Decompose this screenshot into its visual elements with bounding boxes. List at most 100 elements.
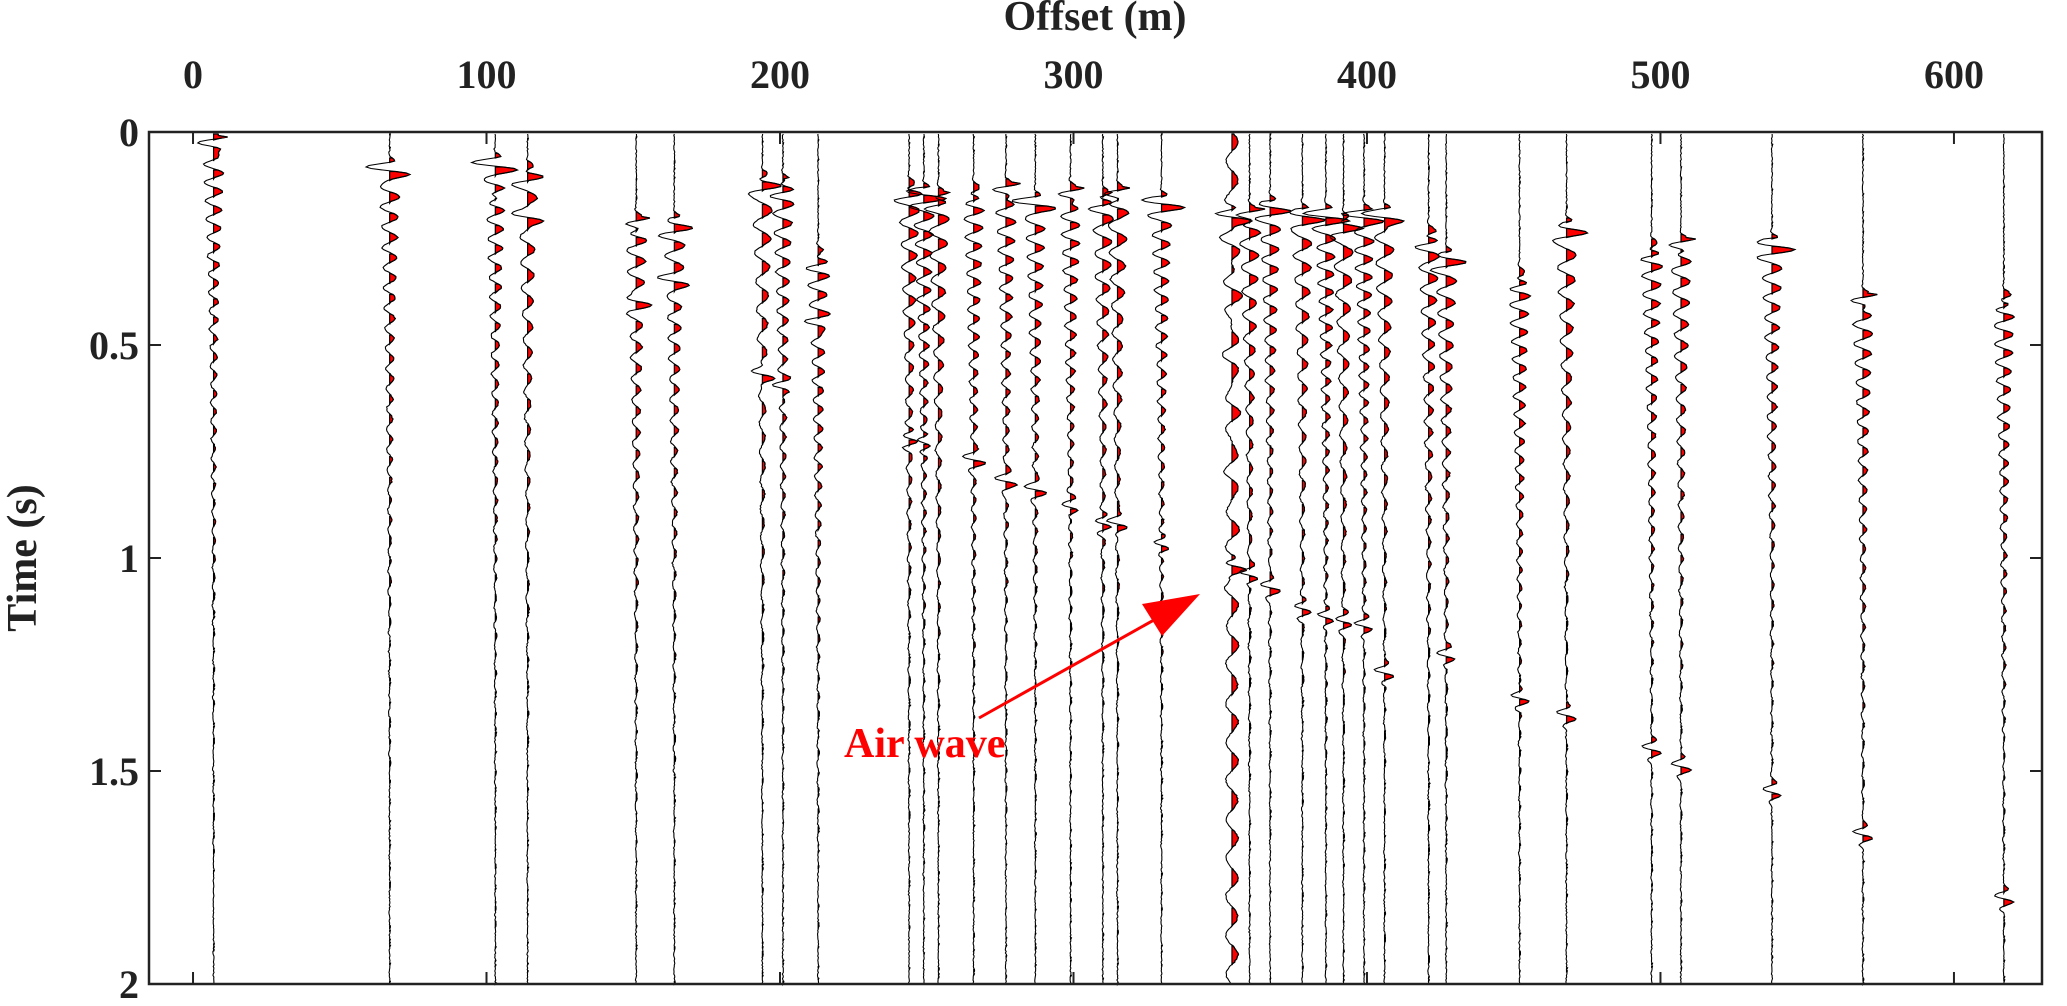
trace-wiggle <box>1756 133 1797 984</box>
seismic-trace <box>769 133 795 987</box>
trace-wiggle <box>364 133 412 984</box>
seismic-trace <box>1414 133 1440 984</box>
trace-wiggle <box>657 133 694 984</box>
seismic-trace <box>1103 134 1131 987</box>
traces-group <box>196 133 2016 987</box>
seismic-trace <box>1360 133 1406 984</box>
trace-positive-fill <box>1034 145 1056 967</box>
seismic-trace <box>1254 133 1292 984</box>
trace-wiggle <box>1429 134 1467 983</box>
x-tick-label: 500 <box>1630 52 1690 97</box>
trace-positive-fill <box>1428 134 1440 982</box>
trace-wiggle <box>1360 133 1405 984</box>
trace-positive-fill <box>2003 185 2016 982</box>
seismic-trace <box>1340 133 1385 984</box>
trace-positive-fill <box>1231 133 1254 968</box>
seismic-trace <box>1301 133 1351 984</box>
air-wave-label: Air wave <box>844 721 1005 767</box>
seismic-trace <box>510 133 545 984</box>
trace-wiggle <box>1414 133 1440 984</box>
seismic-trace <box>1509 133 1532 984</box>
trace-wiggle <box>1011 133 1056 984</box>
trace-positive-fill <box>1771 143 1797 960</box>
seismic-trace <box>1140 133 1187 984</box>
x-tick-label: 300 <box>1043 52 1103 97</box>
trace-wiggle <box>1289 133 1327 984</box>
seismic-trace <box>1993 133 2016 984</box>
x-tick-label: 600 <box>1924 52 1984 97</box>
y-ticks: 0 0.5 1 1.5 2 <box>89 110 2042 1006</box>
trace-wiggle <box>1235 133 1266 984</box>
trace-positive-fill <box>494 152 519 986</box>
trace-positive-fill <box>1102 136 1114 981</box>
trace-wiggle <box>469 133 519 984</box>
trace-wiggle <box>1301 133 1351 984</box>
x-axis-label: Offset (m) <box>1003 0 1186 40</box>
x-ticks: 0 100 200 300 400 500 600 <box>183 52 1984 984</box>
trace-positive-fill <box>1383 133 1406 963</box>
seismic-trace <box>1329 133 1365 984</box>
y-tick-label: 1.5 <box>89 749 139 794</box>
trace-wiggle <box>1214 133 1254 984</box>
trace-wiggle <box>1993 133 2016 984</box>
trace-wiggle <box>1640 133 1663 984</box>
trace-wiggle <box>510 133 545 984</box>
seismic-trace <box>1551 133 1589 984</box>
y-tick-label: 0.5 <box>89 323 139 368</box>
y-tick-label: 2 <box>119 962 139 1006</box>
seismic-trace <box>1057 133 1085 984</box>
trace-wiggle <box>1850 133 1878 984</box>
seismic-trace <box>1235 133 1266 984</box>
seismic-trace <box>1640 133 1663 984</box>
trace-wiggle <box>1087 133 1114 984</box>
y-tick-label: 1 <box>119 536 139 581</box>
seismic-trace <box>469 133 519 986</box>
seismic-trace <box>961 133 986 984</box>
trace-positive-fill <box>782 142 795 987</box>
trace-wiggle <box>961 133 986 984</box>
trace-positive-fill <box>673 160 694 986</box>
seismic-trace <box>905 133 948 983</box>
seismic-trace <box>747 133 782 984</box>
trace-positive-fill <box>1445 172 1467 964</box>
trace-wiggle <box>923 133 951 984</box>
seismic-trace <box>923 133 952 984</box>
seismic-trace <box>893 133 923 984</box>
x-tick-label: 400 <box>1337 52 1397 97</box>
trace-positive-fill <box>908 142 923 970</box>
trace-wiggle <box>905 133 948 983</box>
trace-positive-fill <box>212 133 228 952</box>
trace-positive-fill <box>1069 140 1085 978</box>
seismic-trace <box>1289 133 1327 984</box>
trace-wiggle <box>196 133 228 983</box>
trace-wiggle <box>1140 133 1186 984</box>
seismic-trace <box>657 133 694 986</box>
trace-wiggle <box>769 133 795 984</box>
seismic-trace <box>624 133 653 984</box>
x-tick-label: 100 <box>457 52 517 97</box>
trace-wiggle <box>1551 133 1589 984</box>
seismic-trace <box>1850 133 1878 987</box>
trace-wiggle <box>803 134 831 984</box>
trace-wiggle <box>1668 133 1696 984</box>
trace-wiggle <box>747 133 782 984</box>
seismic-trace <box>1214 133 1254 984</box>
seismic-trace <box>196 133 228 983</box>
seismic-trace <box>1756 133 1797 984</box>
trace-wiggle <box>624 133 653 984</box>
air-wave-arrow-line <box>978 609 1171 720</box>
x-tick-label: 200 <box>750 52 810 97</box>
trace-positive-fill <box>1269 133 1292 981</box>
trace-wiggle <box>991 133 1021 984</box>
seismic-trace <box>1087 133 1114 984</box>
seismic-trace <box>1429 134 1467 983</box>
air-wave-arrow-head <box>1142 594 1200 636</box>
trace-wiggle <box>1329 133 1365 984</box>
trace-wiggle <box>1509 133 1532 984</box>
trace-wiggle <box>1340 133 1385 984</box>
seismic-trace <box>364 133 412 984</box>
seismic-trace <box>1011 133 1056 984</box>
trace-positive-fill <box>527 137 545 973</box>
y-tick-label: 0 <box>119 110 139 155</box>
